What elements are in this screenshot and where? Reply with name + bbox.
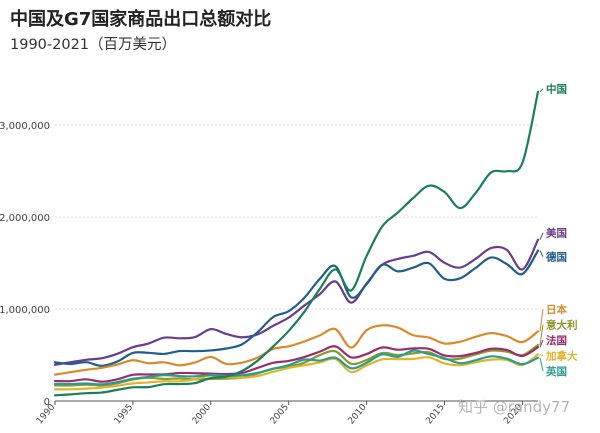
x-tick-label: 2000	[191, 402, 214, 426]
series-line	[53, 90, 540, 397]
chart-subtitle: 1990-2021（百万美元）	[10, 37, 177, 53]
series-label: 美国	[546, 227, 567, 240]
y-tick-label: 1,000,000	[0, 305, 50, 316]
y-tick-label: 0	[44, 397, 50, 408]
series-label: 意大利	[546, 319, 578, 332]
series-label-connector	[539, 353, 544, 356]
watermark: 知乎 @randy77	[458, 398, 571, 416]
series-label: 英国	[545, 365, 567, 378]
series-line	[53, 238, 540, 366]
chart-title: 中国及G7国家商品出口总额对比	[10, 9, 272, 30]
series-label-connector	[539, 308, 544, 332]
series-label-connector	[539, 324, 544, 345]
series-label-connector	[539, 88, 544, 93]
series-line	[53, 324, 540, 376]
series-label: 日本	[546, 303, 567, 316]
x-tick-label: 1990	[35, 402, 58, 426]
series-label: 加拿大	[545, 350, 578, 363]
x-tick-label: 2015	[424, 403, 446, 427]
series-label: 德国	[545, 251, 567, 264]
x-tick-label: 1995	[113, 403, 135, 427]
series-label-connector	[539, 357, 544, 372]
series-label-connector	[539, 339, 544, 348]
series-label: 中国	[546, 83, 567, 96]
x-tick-label: 2005	[269, 403, 291, 427]
x-tick-label: 2010	[347, 402, 370, 426]
y-tick-label: 2,000,000	[0, 213, 50, 224]
series-label-connector	[539, 250, 544, 257]
series-label-connector	[539, 232, 544, 240]
y-tick-label: 3,000,000	[0, 121, 50, 132]
series-label: 法国	[546, 334, 567, 347]
series-line	[53, 249, 540, 367]
series-line	[53, 349, 540, 386]
series-line	[53, 345, 540, 383]
series-line	[53, 353, 540, 391]
